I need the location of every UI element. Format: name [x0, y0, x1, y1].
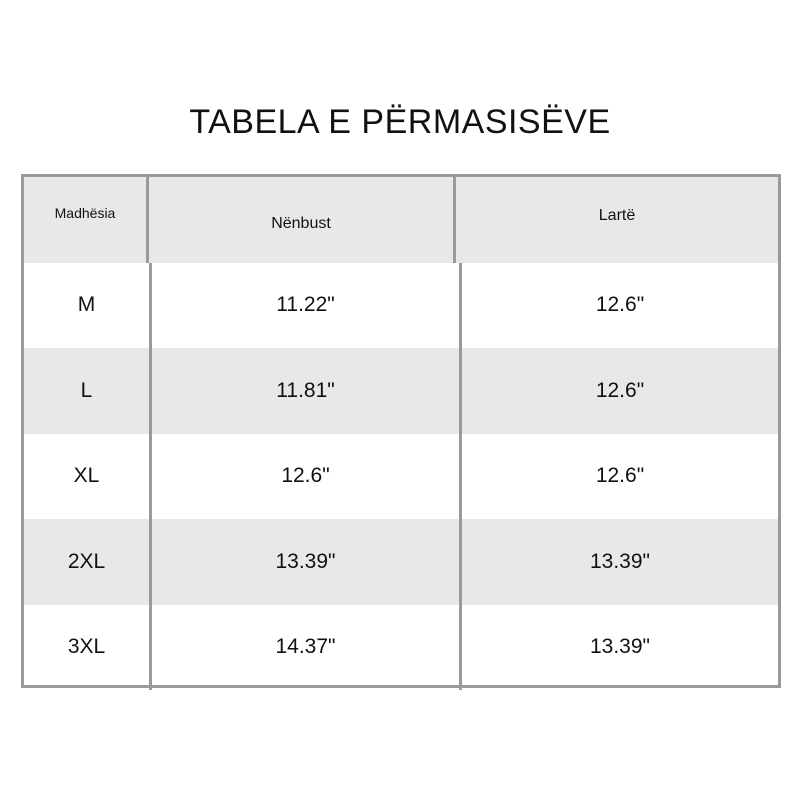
- underbust-cell: 13.39": [152, 519, 462, 605]
- header-size: Madhësia: [24, 177, 149, 263]
- size-cell: M: [24, 262, 152, 348]
- height-cell: 12.6": [595, 378, 645, 402]
- underbust-cell: 12.6": [152, 433, 462, 519]
- height-cell: 12.6": [595, 293, 645, 317]
- table-row: 3XL 14.37" 13.39": [24, 604, 778, 690]
- underbust-cell: 11.22": [152, 262, 462, 348]
- table-row: M 11.22" 12.6": [24, 262, 778, 348]
- height-cell: 13.39": [589, 549, 650, 573]
- page-title: TABELA E PËRMASISËVE: [189, 103, 611, 141]
- underbust-cell: 11.81": [152, 348, 462, 434]
- header-height: Lartë: [598, 206, 636, 224]
- height-cell: 13.39": [589, 635, 650, 659]
- size-cell: XL: [24, 433, 152, 519]
- header-underbust: Nënbust: [149, 177, 456, 263]
- header-row: Madhësia Nënbust Lartë: [24, 177, 778, 263]
- table-row: XL 12.6" 12.6": [24, 433, 778, 519]
- size-table: Madhësia Nënbust Lartë M 11.22" 12.6" L …: [21, 174, 781, 690]
- size-cell: 2XL: [24, 519, 152, 605]
- table-row: L 11.81" 12.6": [24, 348, 778, 434]
- height-cell: 12.6": [595, 464, 645, 488]
- size-cell: L: [24, 348, 152, 434]
- underbust-cell: 14.37": [152, 604, 462, 690]
- table-row: 2XL 13.39" 13.39": [24, 519, 778, 605]
- size-cell: 3XL: [24, 604, 152, 690]
